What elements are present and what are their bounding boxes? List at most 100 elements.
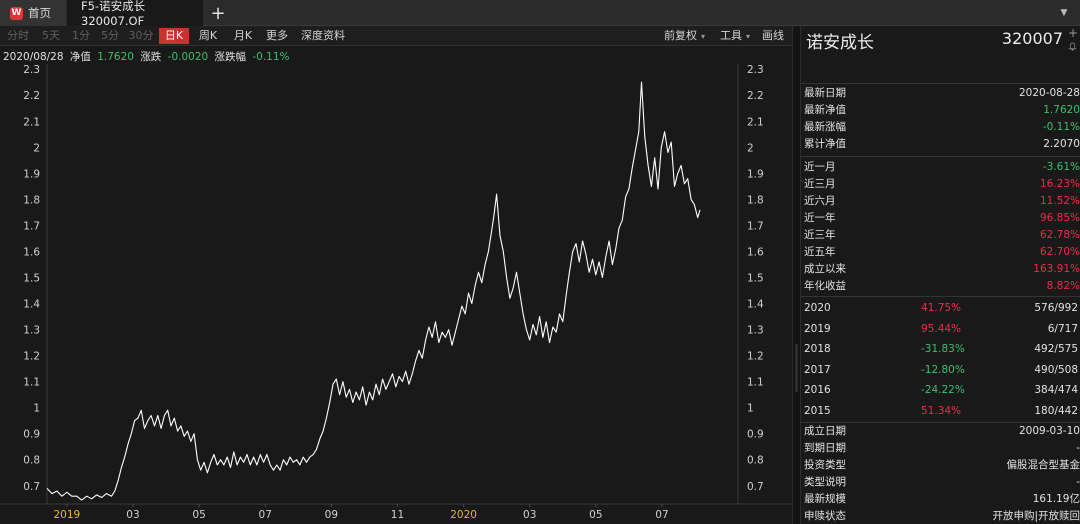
tab-home[interactable]: W 首页 <box>0 0 66 26</box>
add-tab-icon[interactable]: + <box>210 2 226 24</box>
y-tick-label-right: 1.7 <box>747 220 764 232</box>
y-tick-label-left: 1.6 <box>23 246 40 258</box>
x-tick-label: 09 <box>325 509 338 521</box>
panel-splitter[interactable] <box>792 26 801 524</box>
info-row-label: 近三月 <box>804 178 836 190</box>
info-nav-value: 1.7620 <box>97 51 134 63</box>
info-row-label: 成立以来 <box>804 263 846 275</box>
period-button-3[interactable]: 5分 <box>101 29 119 42</box>
toolbar-right-button-2[interactable]: 画线 <box>762 28 784 44</box>
info-row: 近一年 96.85% <box>801 210 1080 227</box>
add-watchlist-icon[interactable]: + <box>1067 26 1078 40</box>
info-row-label: 申赎状态 <box>804 510 846 522</box>
period-button-5[interactable]: 日K <box>159 28 189 44</box>
yearly-return: 41.75% <box>921 302 962 314</box>
y-tick-label-left: 2 <box>33 142 40 154</box>
tab-fund-label: F5-诺安成长 320007.OF <box>81 0 146 28</box>
y-tick-label-right: 1.5 <box>747 272 764 284</box>
y-tick-label-right: 1.9 <box>747 168 764 180</box>
y-tick-label-right: 0.9 <box>747 429 764 441</box>
info-row-label: 到期日期 <box>804 442 846 454</box>
period-button-2[interactable]: 1分 <box>72 29 90 42</box>
info-row: 最新净值 1.7620 <box>801 102 1080 119</box>
y-tick-label-right: 1.4 <box>747 299 764 311</box>
app-logo-icon: W <box>10 6 23 20</box>
x-tick-label: 2019 <box>53 509 80 521</box>
y-tick-label-left: 1.8 <box>23 194 40 206</box>
y-tick-label-left: 2.3 <box>23 64 40 76</box>
info-row-label: 近三年 <box>804 229 836 241</box>
yearly-rank: 6/717 <box>1047 322 1078 335</box>
period-button-4[interactable]: 30分 <box>128 29 154 42</box>
fund-code: 320007 <box>1001 29 1063 48</box>
info-row-value: - <box>1076 476 1080 488</box>
y-tick-label-right: 2.2 <box>747 90 764 102</box>
info-date: 2020/08/28 <box>3 51 64 63</box>
y-tick-label-right: 1 <box>747 403 754 415</box>
yearly-return-row: 2017 -12.80% 490/508 <box>801 360 1080 381</box>
y-tick-label-right: 2.3 <box>747 64 764 76</box>
tab-bar: W 首页 F5-诺安成长 320007.OF + ▼ <box>0 0 1080 28</box>
info-row: 近六月 11.52% <box>801 193 1080 210</box>
x-tick-label: 05 <box>589 509 602 521</box>
y-tick-label-left: 1.1 <box>23 377 40 389</box>
nav-line-chart[interactable]: 0.7 0.70.8 0.80.9 0.91 11.1 1.11.2 1.21.3 1.31.… <box>0 64 792 524</box>
yearly-returns-section: 2020 41.75% 576/992 2019 95.44% 6/717 2018 -31.… <box>801 296 1080 421</box>
toolbar-right-button-1[interactable]: 工具 ▾ <box>720 28 750 44</box>
tab-home-label: 首页 <box>28 6 51 20</box>
info-row-label: 近六月 <box>804 195 836 207</box>
fund-details-section: 成立日期 2009-03-10 到期日期 - 投资类型 偏股混合型基金 类型说明 - 最新规模 1… <box>801 422 1080 524</box>
toolbar-right-label: 前复权 <box>664 29 697 42</box>
info-pct-label: 涨跌幅 <box>214 51 247 63</box>
info-row-value: -3.61% <box>1042 161 1080 173</box>
period-button-6[interactable]: 周K <box>198 29 218 42</box>
info-row-value: 2.2070 <box>1043 138 1080 150</box>
info-change-label: 涨跌 <box>140 51 162 63</box>
period-button-9[interactable]: 深度资料 <box>301 29 345 42</box>
dropdown-arrow-icon: ▾ <box>746 32 751 41</box>
yearly-return-row: 2018 -31.83% 492/575 <box>801 339 1080 360</box>
info-row-value: 62.78% <box>1039 229 1080 241</box>
toolbar-right-button-0[interactable]: 前复权 ▾ <box>664 28 705 44</box>
info-row: 最新日期 2020-08-28 <box>801 85 1080 102</box>
period-returns-section: 近一月 -3.61% 近三月 16.23% 近六月 11.52% 近一年 96.85% 近三年 6… <box>801 156 1080 295</box>
yearly-return: -31.83% <box>921 343 965 355</box>
period-button-8[interactable]: 更多 <box>266 29 288 42</box>
period-button-7[interactable]: 月K <box>233 29 253 42</box>
period-button-0[interactable]: 分时 <box>7 29 29 42</box>
info-row-label: 最新日期 <box>804 87 846 99</box>
tab-menu-chevron-icon[interactable]: ▼ <box>1060 8 1068 18</box>
info-row: 近三年 62.78% <box>801 227 1080 244</box>
info-row: 年化收益 8.82% <box>801 278 1080 295</box>
info-row: 最新规模 161.19亿 <box>801 491 1080 508</box>
x-tick-label: 05 <box>192 509 205 521</box>
info-nav-label: 净值 <box>69 51 91 63</box>
info-row: 申赎状态 开放申购|开放赎回 <box>801 508 1080 524</box>
y-tick-label-left: 1 <box>33 403 40 415</box>
period-button-1[interactable]: 5天 <box>42 29 60 42</box>
info-row-value: - <box>1076 442 1080 454</box>
info-row: 最新涨幅 -0.11% <box>801 119 1080 136</box>
info-row-value: 16.23% <box>1039 178 1080 190</box>
info-row-label: 年化收益 <box>804 280 846 292</box>
yearly-year: 2015 <box>804 404 831 417</box>
y-tick-label-left: 0.8 <box>23 455 40 467</box>
info-row-value: 163.91% <box>1033 263 1080 275</box>
y-tick-label-left: 2.2 <box>23 90 40 102</box>
info-row: 成立日期 2009-03-10 <box>801 423 1080 440</box>
y-tick-label-right: 1.6 <box>747 246 764 258</box>
info-row-label: 累计净值 <box>804 138 846 150</box>
bell-icon[interactable] <box>1068 42 1077 54</box>
y-tick-label-left: 0.7 <box>23 481 40 493</box>
yearly-rank: 180/442 <box>1034 404 1078 417</box>
info-row-label: 投资类型 <box>804 459 846 471</box>
splitter-grip[interactable] <box>795 344 798 392</box>
yearly-rank: 576/992 <box>1034 302 1078 314</box>
y-tick-label-left: 2.1 <box>23 116 40 128</box>
y-tick-label-right: 1.2 <box>747 351 764 363</box>
yearly-return-row: 2015 51.34% 180/442 <box>801 401 1080 422</box>
info-row-value: 2020-08-28 <box>1018 87 1080 99</box>
info-row-label: 近五年 <box>804 246 836 258</box>
tab-fund-chart[interactable]: F5-诺安成长 320007.OF <box>67 0 203 28</box>
toolbar-right-label: 工具 <box>720 29 742 42</box>
